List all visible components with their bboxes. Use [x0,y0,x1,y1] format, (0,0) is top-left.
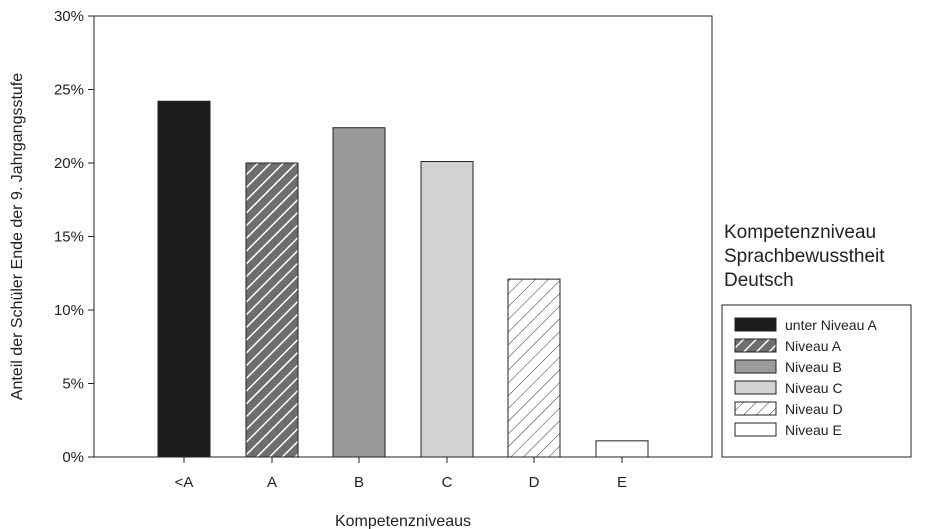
bar [595,440,649,458]
x-tick-label: C [442,474,453,491]
y-tick-label: 30% [54,8,84,25]
legend-label: unter Niveau A [785,317,877,333]
legend: Kompetenzniveau Sprachbewusstheit Deutsch u… [721,222,912,458]
legend-swatch [734,380,777,395]
bar [332,127,386,458]
x-tick-label: <A [175,474,194,491]
legend-label: Niveau B [785,359,842,375]
legend-label: Niveau A [785,338,842,354]
y-tick-label: 25% [54,82,84,99]
legend-swatch [734,317,777,332]
y-tick-label: 15% [54,229,84,246]
legend-swatch [734,422,777,437]
y-tick-label: 10% [54,302,84,319]
legend-label: Niveau D [785,401,843,417]
x-tick-label: D [529,474,540,491]
legend-label: Niveau E [785,422,842,438]
bar [245,162,299,458]
legend-swatch [734,359,777,374]
x-tick-label: E [617,474,627,491]
bar [507,278,561,458]
y-tick-label: 5% [62,376,84,393]
bar [420,161,474,458]
bar [157,100,211,458]
x-tick-label: A [267,474,277,491]
x-axis-title: Kompetenzniveaus [335,513,471,529]
legend-swatch [734,338,777,353]
legend-title-line: Deutsch [724,270,794,291]
x-tick-label: B [354,474,364,491]
legend-swatch [734,401,777,416]
y-tick-label: 0% [62,449,84,466]
legend-title-line: Kompetenzniveau [724,222,876,243]
legend-label: Niveau C [785,380,843,396]
legend-title-line: Sprachbewusstheit [724,246,885,267]
y-tick-label: 20% [54,155,84,172]
y-axis-title: Anteil der Schüler Ende der 9. Jahrgangs… [9,73,26,400]
